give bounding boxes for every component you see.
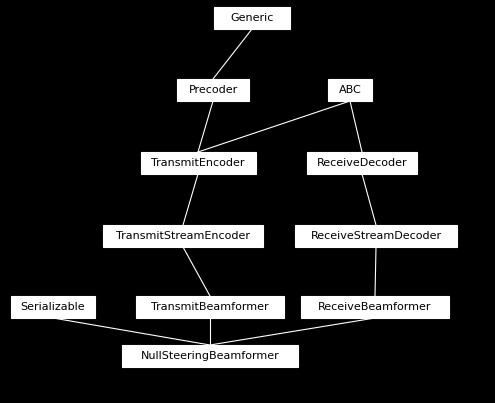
FancyBboxPatch shape <box>301 296 449 318</box>
Text: Precoder: Precoder <box>189 85 238 95</box>
Text: ReceiveDecoder: ReceiveDecoder <box>317 158 407 168</box>
FancyBboxPatch shape <box>328 79 372 101</box>
FancyBboxPatch shape <box>307 152 417 174</box>
FancyBboxPatch shape <box>141 152 255 174</box>
FancyBboxPatch shape <box>295 225 457 247</box>
Text: Generic: Generic <box>230 13 274 23</box>
FancyBboxPatch shape <box>122 345 298 367</box>
FancyBboxPatch shape <box>11 296 95 318</box>
Text: NullSteeringBeamformer: NullSteeringBeamformer <box>141 351 279 361</box>
Text: TransmitBeamformer: TransmitBeamformer <box>151 302 269 312</box>
Text: ReceiveBeamformer: ReceiveBeamformer <box>318 302 432 312</box>
FancyBboxPatch shape <box>136 296 284 318</box>
FancyBboxPatch shape <box>177 79 249 101</box>
Text: ABC: ABC <box>339 85 361 95</box>
Text: TransmitStreamEncoder: TransmitStreamEncoder <box>116 231 250 241</box>
Text: Serializable: Serializable <box>21 302 85 312</box>
FancyBboxPatch shape <box>214 7 290 29</box>
Text: ReceiveStreamDecoder: ReceiveStreamDecoder <box>310 231 442 241</box>
FancyBboxPatch shape <box>103 225 263 247</box>
Text: TransmitEncoder: TransmitEncoder <box>151 158 245 168</box>
